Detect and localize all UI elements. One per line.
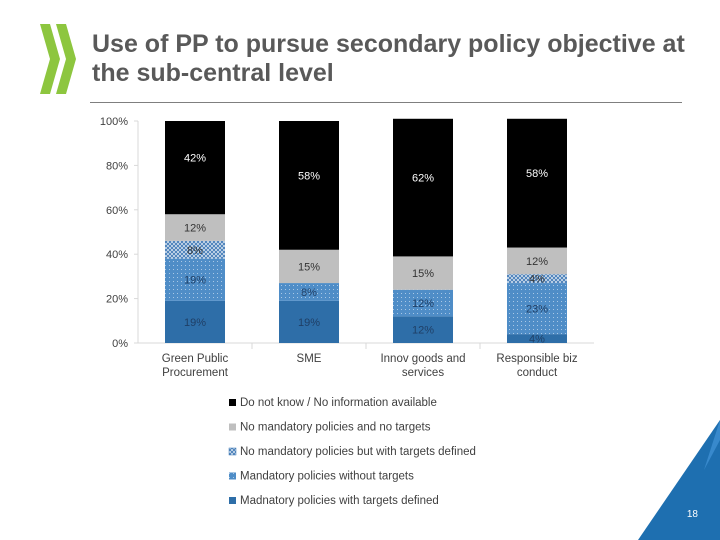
data-label: 8% — [301, 287, 317, 299]
data-label: 8% — [187, 245, 203, 257]
bar-segment — [165, 121, 225, 215]
x-category-label: SME — [297, 353, 322, 365]
y-tick-label: 20% — [106, 294, 128, 306]
data-label: 19% — [298, 317, 320, 329]
y-tick-label: 40% — [106, 249, 128, 261]
y-tick-label: 0% — [112, 338, 128, 350]
bar-segment — [393, 118, 453, 257]
bar-segment — [279, 300, 339, 343]
chart-canvas: 0% 20% 40% 60% 80% 100% 19% 19% 8% 12% 42% Green Pu… — [100, 116, 594, 507]
legend-label: Madnatory policies with targets defined — [240, 495, 439, 507]
x-category-label: services — [402, 367, 444, 379]
bar-segment — [507, 334, 567, 343]
data-label: 12% — [526, 256, 548, 268]
oecd-chevrons-logo-icon — [40, 24, 76, 94]
data-label: 58% — [526, 168, 548, 180]
y-tick-label: 80% — [106, 160, 128, 172]
data-label: 4% — [529, 334, 545, 346]
corner-accent-shape — [638, 420, 720, 540]
page-number: 18 — [686, 509, 698, 520]
bar-segment — [279, 283, 339, 301]
bar-segment — [165, 214, 225, 241]
bar-segment — [165, 300, 225, 343]
bar-segment — [279, 121, 339, 250]
x-category-label: Green Public — [162, 353, 229, 365]
x-category-label: Responsible biz — [496, 353, 577, 365]
data-label: 4% — [529, 274, 545, 286]
x-category-label: Procurement — [162, 367, 229, 379]
data-label: 15% — [412, 268, 434, 280]
stacked-bar-chart: 0% 20% 40% 60% 80% 100% 19% 19% 8% 12% 42% Green Pu… — [84, 108, 620, 510]
bar-segment — [507, 118, 567, 248]
legend-swatch — [229, 423, 236, 431]
data-label: 19% — [184, 317, 206, 329]
data-label: 58% — [298, 170, 320, 182]
x-category-label: Innov goods and — [380, 353, 465, 365]
slide-title: Use of PP to pursue secondary policy obj… — [92, 30, 685, 87]
legend-swatch — [229, 472, 236, 480]
legend-label: Mandatory policies without targets — [240, 471, 414, 483]
bar-segment — [507, 274, 567, 284]
data-label: 42% — [184, 153, 206, 165]
bar-segment — [393, 256, 453, 290]
legend-label: Do not know / No information available — [240, 397, 437, 409]
legend-swatch — [229, 399, 236, 406]
legend-swatch — [229, 497, 236, 504]
title-divider — [90, 102, 682, 103]
bar-segment — [165, 258, 225, 301]
data-label: 12% — [412, 325, 434, 337]
bar-segment — [507, 283, 567, 335]
data-label: 19% — [184, 275, 206, 287]
bar-segment — [279, 249, 339, 284]
legend-label: No mandatory policies and no targets — [240, 422, 431, 434]
data-label: 12% — [412, 298, 434, 310]
data-label: 23% — [526, 304, 548, 316]
x-category-label: conduct — [517, 367, 558, 379]
y-tick-label: 60% — [106, 205, 128, 217]
legend-label: No mandatory policies but with targets d… — [240, 446, 476, 458]
data-label: 62% — [412, 173, 434, 185]
bar-segment — [507, 247, 567, 275]
legend-swatch — [228, 447, 237, 456]
data-label: 12% — [184, 223, 206, 235]
bar-segment — [165, 240, 225, 259]
data-label: 15% — [298, 261, 320, 273]
bar-segment — [393, 289, 453, 317]
bar-segment — [393, 316, 453, 343]
y-tick-label: 100% — [100, 116, 128, 128]
